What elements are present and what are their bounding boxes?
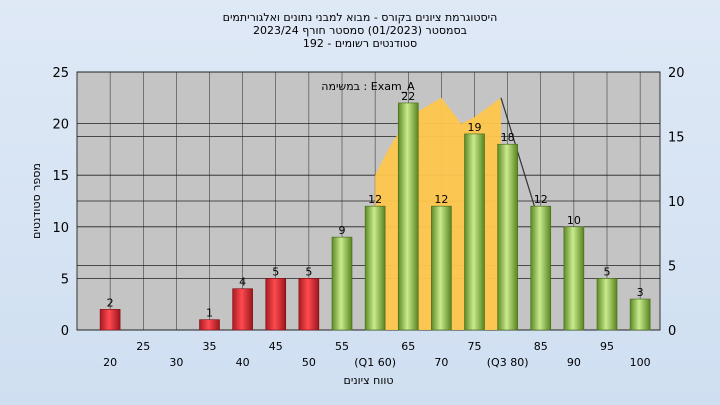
- bar-label-80: 18: [501, 131, 515, 144]
- x-tick-label-upper: 65: [401, 340, 415, 353]
- y-left-tick-label: 5: [61, 272, 69, 287]
- annotation-label: במשימה : Exam_A: [321, 80, 415, 93]
- bar-label-60: 12: [368, 193, 382, 206]
- bar-label-45: 5: [272, 265, 279, 278]
- bar-85: [530, 205, 552, 331]
- bar-40: [232, 288, 253, 331]
- x-tick-label-upper: 45: [269, 340, 283, 353]
- x-tick-label-lower: 30: [169, 356, 183, 369]
- x-tick-label-upper: 25: [136, 340, 150, 353]
- bar-label-85: 12: [534, 193, 548, 206]
- y-right-tick-label: 0: [668, 324, 676, 339]
- chart-title-line-1: היסטוגרמת ציונים בקורס - מבוא למבני נתונ…: [222, 11, 498, 24]
- bar-label-95: 5: [604, 265, 611, 278]
- x-tick-label-lower: 20: [103, 356, 117, 369]
- x-tick-label-lower: 90: [567, 356, 581, 369]
- y-left-tick-label: 20: [52, 118, 69, 133]
- y-right-tick-label: 10: [668, 195, 685, 210]
- x-tick-label-upper: 35: [203, 340, 217, 353]
- bar-95: [596, 278, 618, 331]
- bar-label-70: 12: [434, 193, 448, 206]
- bar-80: [497, 143, 518, 331]
- y-left-tick-label: 0: [61, 324, 69, 339]
- bar-label-100: 3: [637, 286, 644, 299]
- x-tick-label-upper: 75: [468, 340, 482, 353]
- bar-70: [431, 205, 452, 331]
- x-tick-label-lower: 100: [630, 356, 651, 369]
- line-series: [500, 97, 542, 227]
- y-left-tick-label: 10: [52, 221, 69, 236]
- x-tick-label-upper: 95: [600, 340, 614, 353]
- x-tick-label-upper: 85: [534, 340, 548, 353]
- bar-55: [331, 236, 353, 331]
- x-tick-label-lower: (Q1 60): [354, 356, 396, 369]
- x-tick-label-lower: 70: [434, 356, 448, 369]
- y-axis-title: מספר סטודנטים: [30, 163, 43, 239]
- bar-65: [397, 102, 419, 331]
- y-right-tick-label: 5: [668, 260, 676, 275]
- bar-45: [265, 278, 287, 331]
- y-right-tick-label: 15: [668, 131, 685, 146]
- bar-90: [563, 226, 585, 331]
- x-tick-label-upper: 55: [335, 340, 349, 353]
- chart-title-line-2: בסמסטר (01/2023) סמסטר חורף 2023/24: [253, 24, 467, 37]
- x-axis-title: טווח ציונים: [344, 374, 394, 387]
- y-left-tick-label: 25: [52, 66, 69, 81]
- bar-label-90: 10: [567, 214, 581, 227]
- bar-label-65: 22: [401, 90, 415, 103]
- bar-label-75: 19: [468, 121, 482, 134]
- x-tick-label-lower: 40: [236, 356, 250, 369]
- y-left-tick-label: 15: [52, 169, 69, 184]
- bar-label-35: 1: [206, 307, 213, 320]
- bar-label-50: 5: [305, 265, 312, 278]
- x-tick-label-lower: 50: [302, 356, 316, 369]
- chart-title-line-3: סטודנטים רשומים - 192: [302, 37, 418, 50]
- bar-35: [199, 319, 220, 331]
- bar-label-20: 2: [107, 296, 114, 309]
- bar-75: [464, 133, 485, 331]
- x-tick-label-lower: (Q3 80): [487, 356, 529, 369]
- bar-50: [298, 278, 320, 331]
- y-right-tick-label: 20: [668, 66, 685, 81]
- bar-label-55: 9: [339, 224, 346, 237]
- bar-label-40: 4: [239, 276, 246, 289]
- bar-20: [99, 309, 121, 331]
- bar-60: [364, 205, 386, 331]
- bar-100: [629, 298, 651, 331]
